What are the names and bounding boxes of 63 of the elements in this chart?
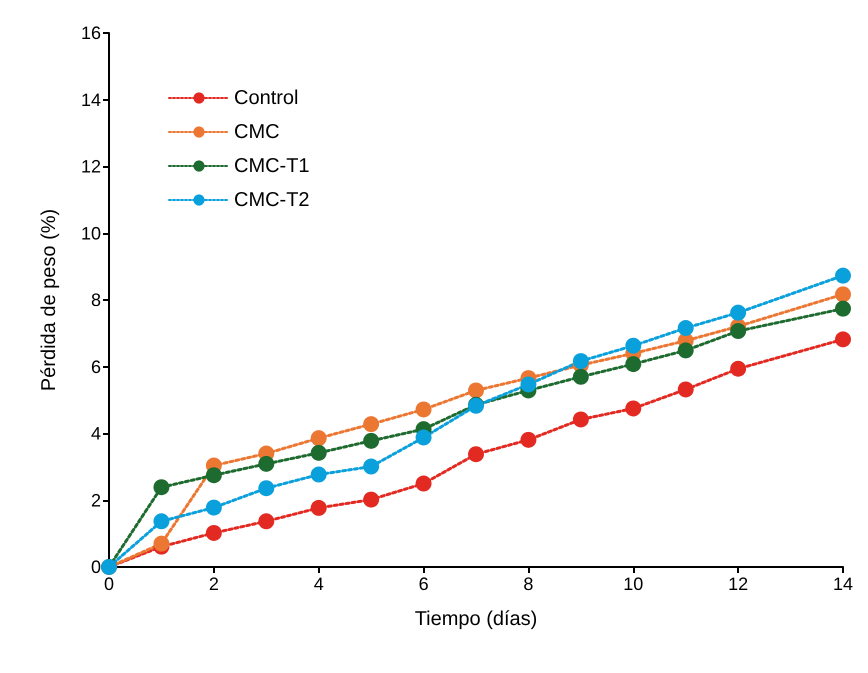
point [730,304,746,321]
y-tick-label: 4 [90,424,101,444]
legend-label: Control [234,87,298,109]
x-tick-label: 14 [832,574,854,594]
point [835,300,851,317]
point [730,360,746,377]
point [153,513,170,530]
x-tick-label: 10 [623,574,644,594]
y-tick-label: 8 [90,290,101,310]
point [206,524,222,541]
point [625,356,642,372]
point [678,342,694,358]
point [206,500,222,516]
x-tick-label: 6 [418,574,429,594]
point [206,467,222,484]
x-axis-title: Tiempo (días) [414,608,538,630]
point [835,286,851,302]
legend-label: CMC-T2 [234,189,310,211]
x-tick-label: 12 [728,574,748,594]
point [258,456,274,472]
point [363,432,380,449]
x-tick-label: 4 [314,574,324,594]
x-tick-label: 0 [104,574,114,594]
point [678,381,694,398]
point [678,320,694,336]
x-tick-label: 2 [208,574,219,594]
x-tick-label: 8 [523,574,534,594]
y-tick-label: 2 [90,490,101,510]
point [835,268,851,284]
point [310,500,327,516]
y-tick-label: 16 [80,23,101,43]
point [572,411,589,428]
point [258,480,274,496]
y-axis-title: Pérdida de peso (%) [38,208,60,392]
point [416,430,432,446]
point [363,492,380,508]
point [625,400,642,416]
point [258,513,274,530]
point [363,458,380,475]
y-tick-label: 12 [80,156,101,176]
point [835,331,851,348]
point [310,466,327,483]
point [572,368,589,385]
point [310,444,327,461]
legend-label: CMC-T1 [234,155,310,177]
point [153,536,170,552]
point [572,353,589,370]
point [416,476,432,492]
point [153,479,170,496]
point [363,416,380,432]
point [468,446,484,462]
point [468,382,484,398]
point [520,432,536,448]
point [416,401,432,418]
y-tick-label: 10 [80,223,101,244]
point [310,430,327,446]
point [625,338,642,354]
point [730,323,746,340]
y-tick-label: 6 [90,356,101,377]
y-tick-label: 0 [90,557,101,577]
point [520,376,536,392]
y-tick-label: 14 [80,90,101,110]
legend-label: CMC [234,121,280,143]
